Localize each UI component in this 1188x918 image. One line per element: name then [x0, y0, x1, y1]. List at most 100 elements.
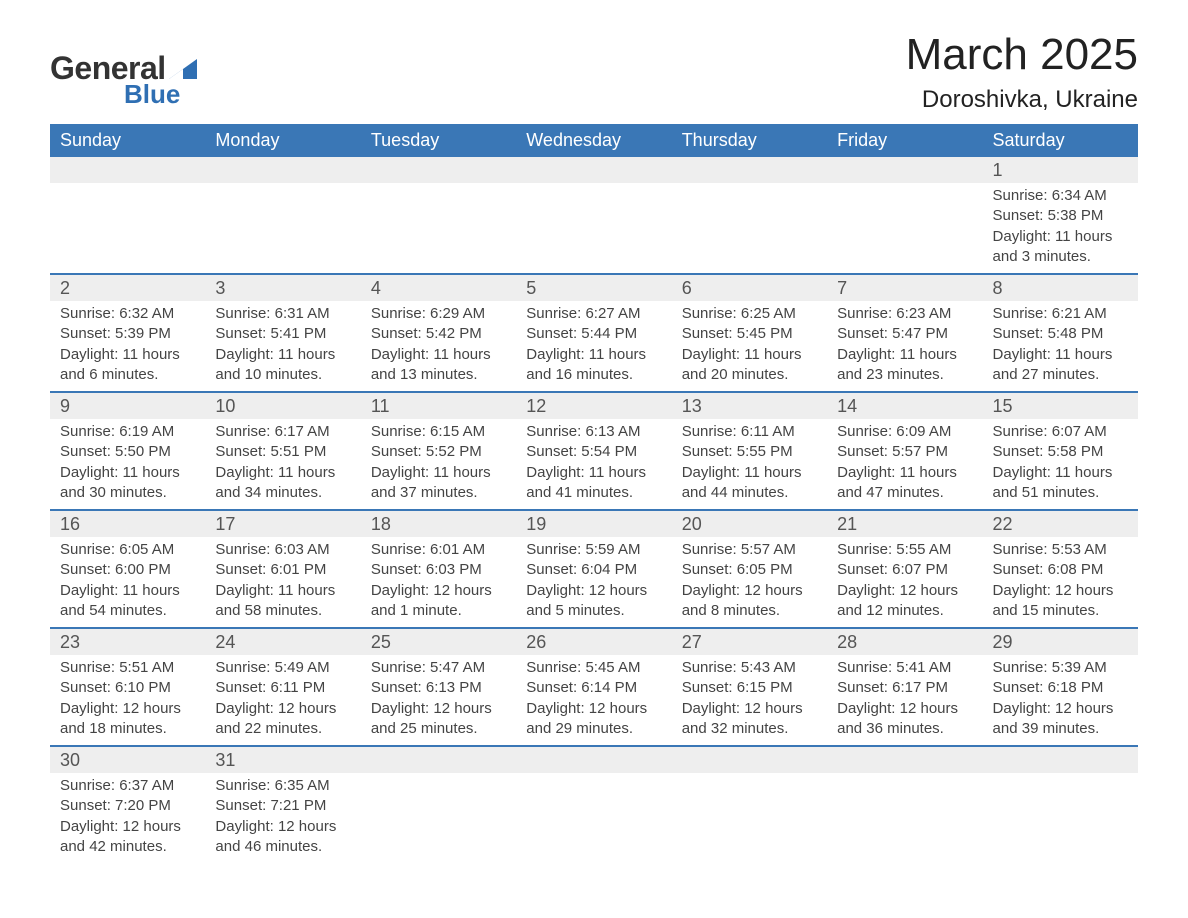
daylight-line: Daylight: 11 hours and 37 minutes.: [371, 463, 506, 504]
day-number-cell: 10: [205, 392, 360, 419]
day-details-cell: Sunrise: 5:51 AMSunset: 6:10 PMDaylight:…: [50, 655, 205, 746]
title-block: March 2025 Doroshivka, Ukraine: [906, 30, 1138, 114]
day-number-cell: 21: [827, 510, 982, 537]
day-number-cell: 5: [516, 274, 671, 301]
daylight-line: Daylight: 11 hours and 13 minutes.: [371, 345, 506, 386]
day-details-cell: Sunrise: 6:25 AMSunset: 5:45 PMDaylight:…: [672, 301, 827, 392]
sunset-line: Sunset: 5:52 PM: [371, 442, 506, 462]
day-number-cell: 13: [672, 392, 827, 419]
calendar-body: 1Sunrise: 6:34 AMSunset: 5:38 PMDaylight…: [50, 157, 1138, 863]
day-details-cell: Sunrise: 6:07 AMSunset: 5:58 PMDaylight:…: [983, 419, 1138, 510]
daylight-line: Daylight: 11 hours and 3 minutes.: [993, 227, 1128, 268]
day-number-cell: [827, 746, 982, 773]
sunrise-line: Sunrise: 6:05 AM: [60, 540, 195, 560]
sunrise-line: Sunrise: 6:21 AM: [993, 304, 1128, 324]
day-number-cell: 3: [205, 274, 360, 301]
sunrise-line: Sunrise: 5:39 AM: [993, 658, 1128, 678]
day-number-cell: [983, 746, 1138, 773]
sunset-line: Sunset: 6:13 PM: [371, 678, 506, 698]
sunset-line: Sunset: 5:50 PM: [60, 442, 195, 462]
day-number-cell: 25: [361, 628, 516, 655]
calendar-header: SundayMondayTuesdayWednesdayThursdayFrid…: [50, 124, 1138, 157]
sunrise-line: Sunrise: 5:43 AM: [682, 658, 817, 678]
day-number-cell: 29: [983, 628, 1138, 655]
daylight-line: Daylight: 11 hours and 54 minutes.: [60, 581, 195, 622]
day-details-cell: Sunrise: 6:35 AMSunset: 7:21 PMDaylight:…: [205, 773, 360, 863]
day-details-cell: Sunrise: 5:49 AMSunset: 6:11 PMDaylight:…: [205, 655, 360, 746]
daylight-line: Daylight: 11 hours and 10 minutes.: [215, 345, 350, 386]
day-details-cell: Sunrise: 6:03 AMSunset: 6:01 PMDaylight:…: [205, 537, 360, 628]
day-details-cell: Sunrise: 5:47 AMSunset: 6:13 PMDaylight:…: [361, 655, 516, 746]
day-number-cell: 11: [361, 392, 516, 419]
day-number-cell: 17: [205, 510, 360, 537]
day-details-cell: Sunrise: 6:17 AMSunset: 5:51 PMDaylight:…: [205, 419, 360, 510]
day-details-cell: Sunrise: 5:59 AMSunset: 6:04 PMDaylight:…: [516, 537, 671, 628]
sunset-line: Sunset: 6:07 PM: [837, 560, 972, 580]
sunrise-line: Sunrise: 6:37 AM: [60, 776, 195, 796]
daylight-line: Daylight: 11 hours and 16 minutes.: [526, 345, 661, 386]
sunset-line: Sunset: 5:55 PM: [682, 442, 817, 462]
sunrise-line: Sunrise: 6:32 AM: [60, 304, 195, 324]
day-details-cell: Sunrise: 6:13 AMSunset: 5:54 PMDaylight:…: [516, 419, 671, 510]
day-number-cell: 9: [50, 392, 205, 419]
sunset-line: Sunset: 5:45 PM: [682, 324, 817, 344]
day-number-cell: 31: [205, 746, 360, 773]
sunrise-line: Sunrise: 6:19 AM: [60, 422, 195, 442]
daylight-line: Daylight: 11 hours and 44 minutes.: [682, 463, 817, 504]
logo: General Blue: [50, 50, 197, 110]
sunset-line: Sunset: 6:01 PM: [215, 560, 350, 580]
daylight-line: Daylight: 11 hours and 27 minutes.: [993, 345, 1128, 386]
sunset-line: Sunset: 6:14 PM: [526, 678, 661, 698]
daylight-line: Daylight: 12 hours and 32 minutes.: [682, 699, 817, 740]
sunset-line: Sunset: 5:41 PM: [215, 324, 350, 344]
day-number-cell: 12: [516, 392, 671, 419]
day-details-cell: Sunrise: 6:15 AMSunset: 5:52 PMDaylight:…: [361, 419, 516, 510]
sunrise-line: Sunrise: 6:27 AM: [526, 304, 661, 324]
sunset-line: Sunset: 6:15 PM: [682, 678, 817, 698]
day-number-cell: 26: [516, 628, 671, 655]
sunrise-line: Sunrise: 6:15 AM: [371, 422, 506, 442]
day-number-cell: 6: [672, 274, 827, 301]
day-details-cell: [516, 183, 671, 274]
day-details-cell: [50, 183, 205, 274]
sunrise-line: Sunrise: 5:53 AM: [993, 540, 1128, 560]
daylight-line: Daylight: 11 hours and 30 minutes.: [60, 463, 195, 504]
day-details-cell: Sunrise: 6:19 AMSunset: 5:50 PMDaylight:…: [50, 419, 205, 510]
daylight-line: Daylight: 12 hours and 22 minutes.: [215, 699, 350, 740]
sunrise-line: Sunrise: 6:34 AM: [993, 186, 1128, 206]
month-title: March 2025: [906, 30, 1138, 80]
day-details-cell: Sunrise: 6:09 AMSunset: 5:57 PMDaylight:…: [827, 419, 982, 510]
day-number-cell: 8: [983, 274, 1138, 301]
day-details-cell: Sunrise: 6:11 AMSunset: 5:55 PMDaylight:…: [672, 419, 827, 510]
sunset-line: Sunset: 5:58 PM: [993, 442, 1128, 462]
day-details-cell: Sunrise: 5:57 AMSunset: 6:05 PMDaylight:…: [672, 537, 827, 628]
sunset-line: Sunset: 7:20 PM: [60, 796, 195, 816]
daylight-line: Daylight: 12 hours and 36 minutes.: [837, 699, 972, 740]
day-details-cell: [827, 773, 982, 863]
day-number-cell: 19: [516, 510, 671, 537]
sunset-line: Sunset: 5:38 PM: [993, 206, 1128, 226]
day-details-cell: [205, 183, 360, 274]
day-details-cell: Sunrise: 5:45 AMSunset: 6:14 PMDaylight:…: [516, 655, 671, 746]
sunrise-line: Sunrise: 5:47 AM: [371, 658, 506, 678]
sunrise-line: Sunrise: 5:51 AM: [60, 658, 195, 678]
sunset-line: Sunset: 6:11 PM: [215, 678, 350, 698]
day-number-cell: 15: [983, 392, 1138, 419]
day-header: Wednesday: [516, 124, 671, 157]
daylight-line: Daylight: 11 hours and 6 minutes.: [60, 345, 195, 386]
day-header: Saturday: [983, 124, 1138, 157]
sunrise-line: Sunrise: 6:13 AM: [526, 422, 661, 442]
daylight-line: Daylight: 12 hours and 39 minutes.: [993, 699, 1128, 740]
sunrise-line: Sunrise: 6:09 AM: [837, 422, 972, 442]
day-number-cell: [50, 157, 205, 183]
daylight-line: Daylight: 12 hours and 25 minutes.: [371, 699, 506, 740]
day-number-cell: 4: [361, 274, 516, 301]
day-details-cell: [672, 183, 827, 274]
daylight-line: Daylight: 12 hours and 15 minutes.: [993, 581, 1128, 622]
sunset-line: Sunset: 5:44 PM: [526, 324, 661, 344]
day-details-cell: Sunrise: 6:01 AMSunset: 6:03 PMDaylight:…: [361, 537, 516, 628]
sunset-line: Sunset: 6:17 PM: [837, 678, 972, 698]
sunrise-line: Sunrise: 6:01 AM: [371, 540, 506, 560]
sunrise-line: Sunrise: 6:17 AM: [215, 422, 350, 442]
day-number-cell: 1: [983, 157, 1138, 183]
